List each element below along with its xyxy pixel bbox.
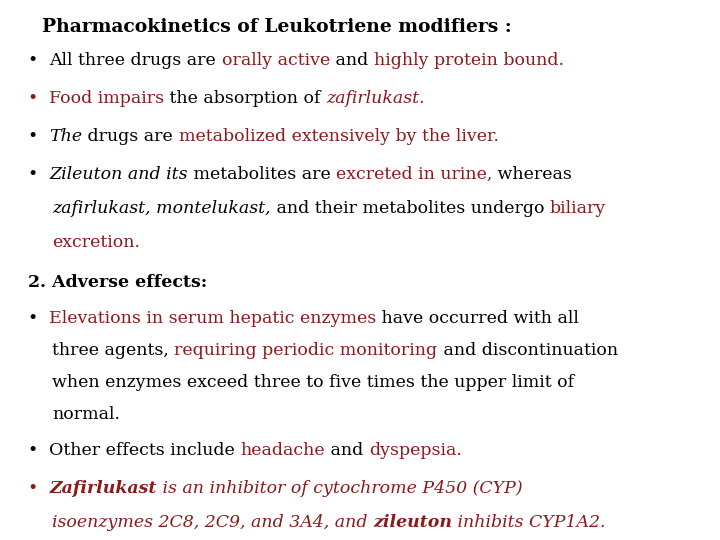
Text: requiring periodic monitoring: requiring periodic monitoring: [174, 342, 438, 359]
Text: •: •: [28, 310, 49, 327]
Text: headache: headache: [240, 442, 325, 459]
Text: three agents,: three agents,: [52, 342, 174, 359]
Text: zafirlukast.: zafirlukast.: [326, 90, 425, 107]
Text: have occurred with all: have occurred with all: [377, 310, 580, 327]
Text: drugs are: drugs are: [82, 128, 179, 145]
Text: is an inhibitor of cytochrome P450 (CYP): is an inhibitor of cytochrome P450 (CYP): [157, 480, 522, 497]
Text: excretion.: excretion.: [52, 234, 140, 251]
Text: and their metabolites undergo: and their metabolites undergo: [271, 200, 549, 217]
Text: Elevations in serum hepatic enzymes: Elevations in serum hepatic enzymes: [49, 310, 377, 327]
Text: orally active: orally active: [222, 52, 330, 69]
Text: Other effects include: Other effects include: [49, 442, 240, 459]
Text: •: •: [28, 52, 49, 69]
Text: •: •: [28, 480, 49, 497]
Text: and discontinuation: and discontinuation: [438, 342, 618, 359]
Text: •: •: [28, 166, 49, 183]
Text: and: and: [330, 52, 374, 69]
Text: •: •: [28, 90, 49, 107]
Text: biliary: biliary: [549, 200, 606, 217]
Text: Pharmacokinetics of Leukotriene modifiers :: Pharmacokinetics of Leukotriene modifier…: [42, 18, 512, 36]
Text: All three drugs are: All three drugs are: [49, 52, 222, 69]
Text: when enzymes exceed three to five times the upper limit of: when enzymes exceed three to five times …: [52, 374, 574, 391]
Text: the absorption of: the absorption of: [164, 90, 326, 107]
Text: metabolized extensively by the liver.: metabolized extensively by the liver.: [179, 128, 499, 145]
Text: metabolites are: metabolites are: [188, 166, 336, 183]
Text: Zafirlukast: Zafirlukast: [49, 480, 157, 497]
Text: isoenzymes 2C8, 2C9, and 3A4, and: isoenzymes 2C8, 2C9, and 3A4, and: [52, 514, 373, 531]
Text: The: The: [49, 128, 82, 145]
Text: zileuton: zileuton: [373, 514, 452, 531]
Text: excreted in urine,: excreted in urine,: [336, 166, 492, 183]
Text: whereas: whereas: [492, 166, 572, 183]
Text: inhibits CYP1A2.: inhibits CYP1A2.: [452, 514, 606, 531]
Text: Food impairs: Food impairs: [49, 90, 164, 107]
Text: 2. Adverse effects:: 2. Adverse effects:: [28, 274, 207, 291]
Text: and: and: [325, 442, 369, 459]
Text: •: •: [28, 442, 49, 459]
Text: normal.: normal.: [52, 406, 120, 423]
Text: •: •: [28, 128, 49, 145]
Text: highly protein bound.: highly protein bound.: [374, 52, 564, 69]
Text: dyspepsia.: dyspepsia.: [369, 442, 462, 459]
Text: zafirlukast, montelukast,: zafirlukast, montelukast,: [52, 200, 271, 217]
Text: Zileuton and its: Zileuton and its: [49, 166, 188, 183]
